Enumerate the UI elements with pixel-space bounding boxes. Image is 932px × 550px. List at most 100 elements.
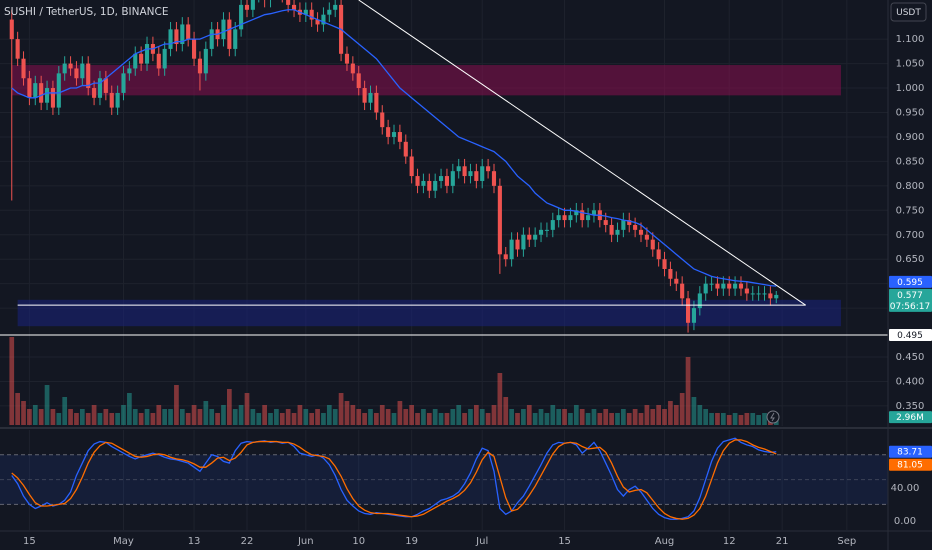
volume-bar <box>473 405 479 425</box>
candle-body <box>68 63 73 69</box>
candle-body <box>668 268 673 279</box>
candle-body <box>509 239 514 260</box>
candle-body <box>715 283 720 289</box>
price-label: 0.495 <box>897 331 923 341</box>
volume-bar <box>632 409 638 425</box>
candle-body <box>386 127 391 137</box>
candle-body <box>450 171 455 186</box>
candle-body <box>721 283 726 289</box>
candle-body <box>550 220 555 230</box>
candle-body <box>744 288 749 294</box>
candle-body <box>133 53 138 69</box>
trend-line <box>358 0 806 306</box>
volume-bar <box>391 413 397 425</box>
volume-bar <box>332 409 338 425</box>
volume-bar <box>97 413 103 425</box>
volume-bar <box>585 413 591 425</box>
volume-bar <box>79 409 85 425</box>
stoch-band-fill <box>0 454 888 505</box>
currency-label[interactable]: USDT <box>896 8 921 18</box>
candle-body <box>562 215 567 221</box>
volume-bar <box>491 405 497 425</box>
y-tick-label: 1.100 <box>896 34 925 45</box>
currency-button[interactable] <box>890 2 927 22</box>
volume-bar <box>526 405 532 425</box>
candle-body <box>203 48 208 74</box>
volume-bar <box>326 405 332 425</box>
volume-bar <box>203 401 209 425</box>
volume-bar <box>568 413 573 425</box>
candle-body <box>92 88 97 98</box>
candle-body <box>621 220 626 230</box>
candle-body <box>638 229 644 235</box>
candle-body <box>162 48 167 69</box>
volume-bar <box>456 405 462 425</box>
candle-body <box>50 88 55 108</box>
volume-bar <box>762 413 767 425</box>
volume-bar <box>74 413 79 425</box>
candle-body <box>27 78 32 98</box>
price-label-bg <box>889 275 932 288</box>
volume-bar <box>9 337 15 425</box>
y-tick-label: 0.750 <box>896 205 925 216</box>
volume-bar <box>274 409 279 425</box>
volume-bar <box>550 405 556 425</box>
candle-body <box>480 166 485 181</box>
volume-bar <box>756 415 761 425</box>
candle-body <box>286 0 291 5</box>
candle-body <box>503 254 508 260</box>
volume-bar <box>697 405 703 425</box>
volume-bar <box>374 413 379 425</box>
x-tick-label: May <box>113 536 134 547</box>
candle-body <box>527 234 532 240</box>
candle-body <box>244 4 250 10</box>
volume-bar <box>662 409 667 425</box>
alert-icon[interactable] <box>766 410 780 424</box>
candle-body <box>233 29 238 49</box>
volume-bar <box>291 413 297 425</box>
candle-body <box>74 68 79 79</box>
candle-body <box>350 63 355 74</box>
volume-bar <box>321 413 326 425</box>
volume-bar <box>209 409 215 425</box>
volume-bar <box>68 409 73 425</box>
candle-body <box>433 180 438 191</box>
candle-body <box>491 171 497 186</box>
zone <box>17 299 841 327</box>
candle-body <box>474 171 479 181</box>
volume-bar <box>109 413 115 425</box>
volume-bar <box>250 409 256 425</box>
volume-bar <box>720 413 726 425</box>
candle-body <box>662 259 667 269</box>
candle-body <box>515 239 520 250</box>
candle-body <box>327 9 332 15</box>
volume-bar <box>738 415 744 425</box>
candle-body <box>633 224 638 230</box>
candle-body <box>397 132 402 142</box>
candle-body <box>391 132 397 137</box>
volume-bar <box>362 413 367 425</box>
indicator-line <box>11 9 777 287</box>
y-tick-label: 0.850 <box>896 156 925 167</box>
candle-body <box>774 294 779 299</box>
candle-body <box>97 78 103 98</box>
volume-bar <box>162 409 168 425</box>
volume-bar <box>385 409 391 425</box>
y-tick-label: 40.00 <box>891 483 920 494</box>
candle-body <box>544 229 549 231</box>
volume-bar <box>679 393 685 425</box>
volume-bar <box>197 409 203 425</box>
y-tick-label: 1.000 <box>896 83 925 94</box>
candle-body <box>186 24 191 40</box>
candle-body <box>362 88 367 103</box>
candle-body <box>227 19 232 49</box>
volume-bar <box>85 413 91 425</box>
price-label: 2.96M <box>896 413 924 423</box>
volume-bar <box>368 409 373 425</box>
volume-bar <box>262 405 267 425</box>
volume-bar <box>121 405 126 425</box>
candle-body <box>303 9 308 15</box>
candle-body <box>574 210 579 216</box>
price-label: 0.595 <box>897 278 923 288</box>
